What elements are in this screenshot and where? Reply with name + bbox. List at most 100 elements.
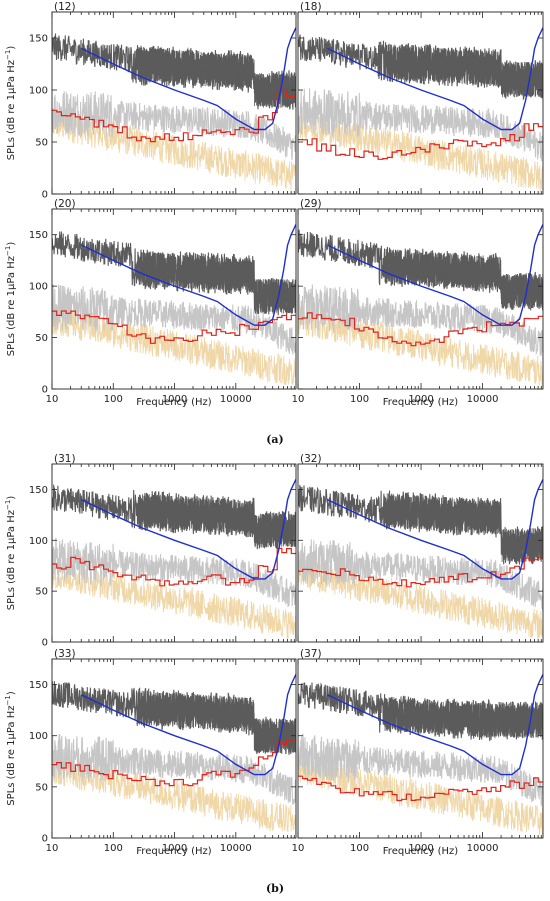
tan-spectrum [52, 753, 296, 836]
red-step-line [298, 775, 543, 802]
x-tick-label: 1000 [162, 394, 187, 405]
tan-spectrum [298, 753, 543, 836]
y-tick-label: 100 [29, 731, 48, 742]
y-tick-label: 0 [42, 834, 48, 845]
y-tick-label: 50 [35, 333, 48, 344]
dark-spectrum-band [383, 493, 543, 563]
panel-frame [297, 658, 544, 839]
y-tick-label: 0 [42, 638, 48, 649]
blue-threshold-line [80, 27, 296, 131]
x-tick-label: 10 [292, 843, 305, 854]
y-tick-label: 150 [29, 485, 48, 496]
y-tick-label: 0 [42, 190, 48, 201]
x-tick-label: 100 [350, 394, 369, 405]
dark-spectrum-band [383, 697, 543, 739]
y-tick-label: 100 [29, 282, 48, 293]
dark-spectrum-band [137, 251, 296, 314]
panel-frame [297, 208, 544, 390]
x-tick-label: 100 [104, 843, 123, 854]
panel-title: (12) [54, 1, 76, 13]
y-tick-label: 100 [29, 536, 48, 547]
blue-threshold-line [327, 673, 543, 776]
y-axis-label: SPLs (dB re 1μPa Hz−1) [4, 691, 17, 806]
x-tick-label: 10 [46, 394, 59, 405]
y-tick-label: 50 [35, 587, 48, 598]
blue-threshold-line [327, 224, 543, 326]
y-tick-label: 50 [35, 782, 48, 793]
panel-29: 10 100 1000 10000 (29) [292, 198, 544, 405]
blue-threshold-line [327, 478, 543, 580]
panel-title: (32) [300, 453, 322, 465]
panel-title: (29) [300, 198, 322, 210]
light-spectrum [298, 733, 543, 808]
y-tick-label: 100 [29, 86, 48, 97]
x-axis-label: Frequency (Hz) [136, 846, 212, 857]
red-step-line [52, 90, 296, 143]
y-tick-label: 150 [29, 680, 48, 691]
y-axis-label: SPLs (dB re 1μPa Hz−1) [4, 242, 17, 357]
tan-spectrum [298, 108, 543, 192]
x-axis-label: Frequency (Hz) [383, 397, 459, 408]
red-step-line [52, 310, 296, 344]
x-axis-label: Frequency (Hz) [383, 846, 459, 857]
x-tick-label: 1000 [162, 843, 187, 854]
y-axis-label: SPLs (dB re 1μPa Hz−1) [4, 496, 17, 611]
y-tick-label: 50 [35, 138, 48, 149]
light-spectrum [52, 537, 296, 608]
light-spectrum [298, 284, 543, 356]
panel-title: (33) [54, 648, 76, 660]
light-spectrum [298, 88, 543, 162]
dark-spectrum-band [137, 46, 296, 108]
y-tick-label: 0 [42, 385, 48, 396]
panel-title: (18) [300, 1, 322, 13]
light-spectrum [298, 539, 543, 611]
y-axis-label: SPLs (dB re 1μPa Hz−1) [4, 46, 17, 161]
x-tick-label: 100 [104, 394, 123, 405]
panel-frame [51, 463, 297, 643]
x-tick-label: 1000 [408, 394, 433, 405]
tan-spectrum [298, 305, 543, 387]
x-tick-label: 10000 [467, 843, 499, 854]
panel-12: 0 50 100 150 (12) [29, 1, 297, 201]
dark-spectrum-band [383, 248, 543, 309]
x-tick-label: 10000 [467, 394, 499, 405]
x-tick-label: 10 [292, 394, 305, 405]
dark-spectrum-band [383, 44, 543, 98]
red-step-line [298, 123, 543, 160]
x-tick-label: 1000 [408, 843, 433, 854]
blue-threshold-line [80, 224, 296, 326]
red-step-line [52, 739, 296, 787]
tan-spectrum [52, 559, 296, 639]
blue-threshold-line [80, 673, 296, 776]
panel-frame [297, 11, 544, 195]
red-step-line [298, 556, 543, 588]
panel-33: 0 50 100 150 10 100 1000 10000 (33) [29, 648, 297, 854]
x-tick-label: 10000 [220, 394, 252, 405]
x-tick-label: 10 [46, 843, 59, 854]
figure-label: (a) [266, 433, 284, 446]
panel-title: (31) [54, 453, 76, 465]
light-spectrum [52, 733, 296, 806]
panel-title: (20) [54, 198, 76, 210]
panel-37: 10 100 1000 10000 (37) [292, 648, 544, 854]
y-tick-label: 150 [29, 34, 48, 45]
panel-32: (32) [297, 453, 544, 643]
x-axis-label: Frequency (Hz) [136, 397, 212, 408]
panel-title: (37) [300, 648, 322, 660]
blue-threshold-line [80, 478, 296, 580]
blue-threshold-line [327, 27, 543, 131]
panel-31: 0 50 100 150 (31) [29, 453, 297, 649]
panel-18: (18) [297, 1, 544, 195]
x-tick-label: 10000 [220, 843, 252, 854]
panel-frame [51, 208, 297, 390]
dark-spectrum-band [137, 493, 296, 548]
light-spectrum [52, 284, 296, 355]
panel-frame [51, 11, 297, 195]
panel-frame [297, 463, 544, 643]
y-tick-label: 150 [29, 230, 48, 241]
panel-frame [51, 658, 297, 839]
x-tick-label: 100 [350, 843, 369, 854]
figure-label: (b) [266, 882, 284, 895]
tan-spectrum [52, 304, 296, 386]
